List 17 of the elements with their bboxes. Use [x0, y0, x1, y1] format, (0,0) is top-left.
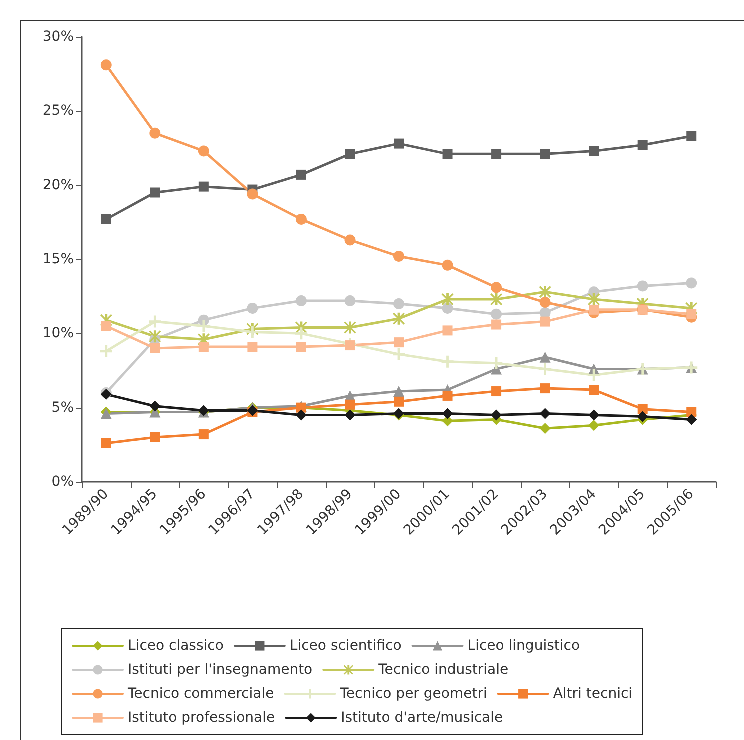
legend-label: Tecnico per geometri: [339, 686, 488, 702]
y-tick-label: 20%: [42, 177, 74, 194]
legend-label: Istituto professionale: [128, 710, 276, 726]
legend-label: Istituti per l'insegnamento: [128, 662, 313, 678]
y-tick-label: 30%: [42, 29, 74, 45]
y-tick-label: 0%: [52, 474, 74, 490]
y-tick-label: 15%: [42, 252, 74, 268]
legend-label: Liceo scientifico: [290, 638, 402, 654]
legend-label: Liceo classico: [128, 638, 224, 654]
legend-label: Istituto d'arte/musicale: [341, 710, 504, 726]
y-tick-label: 10%: [42, 326, 74, 342]
y-tick-label: 5%: [52, 400, 74, 416]
legend-label: Liceo linguistico: [468, 638, 580, 654]
y-tick-label: 25%: [42, 103, 74, 120]
legend-label: Tecnico industriale: [378, 662, 509, 678]
legend-label: Altri tecnici: [553, 686, 633, 702]
legend-label: Tecnico commerciale: [127, 686, 274, 702]
